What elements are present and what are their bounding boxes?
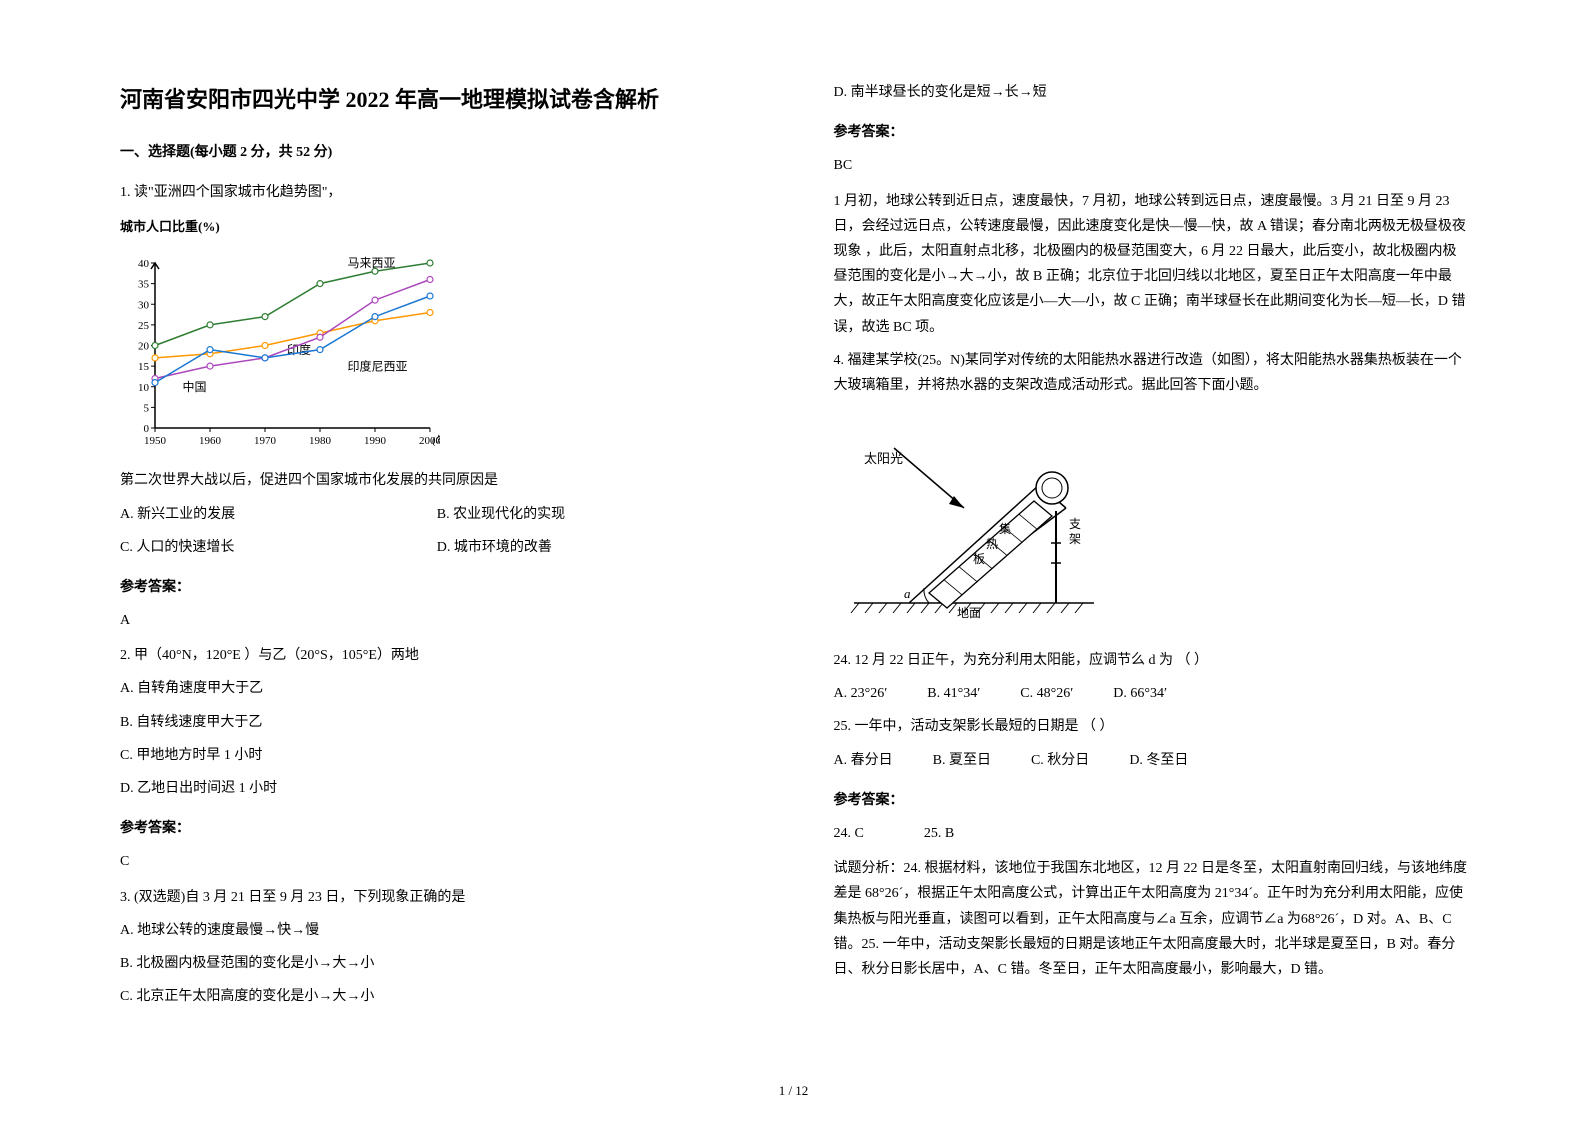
- q3-explanation: 1 月初，地球公转到近日点，速度最快，7 月初，地球公转到远日点，速度最慢。3 …: [834, 189, 1468, 340]
- svg-text:1950: 1950: [144, 435, 167, 447]
- svg-text:30: 30: [138, 300, 150, 312]
- q25-options: A. 春分日 B. 夏至日 C. 秋分日 D. 冬至日: [834, 748, 1468, 773]
- q3-answer-header: 参考答案：: [834, 120, 1468, 145]
- svg-text:40: 40: [138, 258, 150, 270]
- q2-answer-header: 参考答案：: [120, 816, 754, 841]
- svg-text:板: 板: [973, 552, 985, 566]
- q4-explanation: 试题分析：24. 根据材料，该地位于我国东北地区，12 月 22 日是冬至，太阳…: [834, 856, 1468, 982]
- svg-text:支: 支: [1069, 517, 1081, 531]
- q25-option-d: D. 冬至日: [1129, 748, 1188, 773]
- svg-text:集: 集: [999, 521, 1011, 536]
- q2-stem: 2. 甲（40°N，120°E ）与乙（20°S，105°E）两地: [120, 643, 754, 668]
- q4-answer25: 25. B: [924, 821, 954, 846]
- q3-option-c: C. 北京正午太阳高度的变化是小→大→小: [120, 984, 754, 1009]
- q24-stem: 24. 12 月 22 日正午，为充分利用太阳能，应调节么 d 为 （ ）: [834, 648, 1468, 673]
- svg-text:马来西亚: 马来西亚: [348, 256, 396, 270]
- section-header: 一、选择题(每小题 2 分，共 52 分): [120, 140, 754, 165]
- q4-answers: 24. C 25. B: [834, 821, 1468, 846]
- svg-text:地面: 地面: [956, 606, 980, 620]
- q1-option-a: A. 新兴工业的发展: [120, 502, 437, 527]
- q3-option-b: B. 北极圈内极昼范围的变化是小→大→小: [120, 951, 754, 976]
- q1-sub-stem: 第二次世界大战以后，促进四个国家城市化发展的共同原因是: [120, 468, 754, 493]
- q24-option-b: B. 41°34′: [927, 681, 980, 706]
- svg-text:5: 5: [144, 403, 150, 415]
- q1-answer-header: 参考答案：: [120, 575, 754, 600]
- svg-text:架: 架: [1069, 532, 1081, 546]
- q25-option-c: C. 秋分日: [1031, 748, 1089, 773]
- svg-text:0: 0: [144, 423, 150, 435]
- q24-option-a: A. 23°26′: [834, 681, 888, 706]
- svg-text:10: 10: [138, 382, 150, 394]
- svg-text:20: 20: [138, 341, 150, 353]
- q1-stem: 1. 读"亚洲四个国家城市化趋势图"，: [120, 180, 754, 205]
- q1-option-c: C. 人口的快速增长: [120, 535, 437, 560]
- chart-title: 城市人口比重(%): [120, 215, 754, 238]
- q25-stem: 25. 一年中，活动支架影长最短的日期是 （ ）: [834, 714, 1468, 739]
- chart-svg: 0510152025303540195019601970198019902000…: [120, 253, 440, 453]
- svg-text:中国: 中国: [183, 379, 207, 394]
- svg-text:1980: 1980: [309, 435, 332, 447]
- q2-option-b: B. 自转线速度甲大于乙: [120, 710, 754, 735]
- svg-text:1970: 1970: [254, 435, 277, 447]
- left-column: 河南省安阳市四光中学 2022 年高一地理模拟试卷含解析 一、选择题(每小题 2…: [100, 80, 794, 1082]
- page-title: 河南省安阳市四光中学 2022 年高一地理模拟试卷含解析: [120, 80, 754, 120]
- right-column: D. 南半球昼长的变化是短→长→短 参考答案： BC 1 月初，地球公转到近日点…: [794, 80, 1488, 1082]
- svg-text:25: 25: [138, 320, 150, 332]
- q24-option-c: C. 48°26′: [1020, 681, 1073, 706]
- svg-text:1990: 1990: [364, 435, 387, 447]
- svg-text:热: 热: [986, 537, 998, 551]
- q25-option-b: B. 夏至日: [933, 748, 991, 773]
- svg-text:a: a: [904, 586, 911, 601]
- q1-chart: 0510152025303540195019601970198019902000…: [120, 253, 440, 453]
- q1-option-d: D. 城市环境的改善: [437, 535, 754, 560]
- q2-option-d: D. 乙地日出时间迟 1 小时: [120, 776, 754, 801]
- svg-text:1960: 1960: [199, 435, 222, 447]
- q3-stem: 3. (双选题)自 3 月 21 日至 9 月 23 日，下列现象正确的是: [120, 885, 754, 910]
- diagram-svg: 地面 太阳光支架 集热板 a: [834, 413, 1114, 633]
- q4-answer-header: 参考答案：: [834, 788, 1468, 813]
- q1-option-b: B. 农业现代化的实现: [437, 502, 754, 527]
- q2-option-c: C. 甲地地方时早 1 小时: [120, 743, 754, 768]
- q1-options-row1: A. 新兴工业的发展 B. 农业现代化的实现: [120, 502, 754, 527]
- q1-options-row2: C. 人口的快速增长 D. 城市环境的改善: [120, 535, 754, 560]
- q24-option-d: D. 66°34′: [1113, 681, 1167, 706]
- svg-text:35: 35: [138, 279, 150, 291]
- page-number: 1 / 12: [779, 1079, 809, 1102]
- svg-text:印度尼西亚: 印度尼西亚: [348, 359, 408, 374]
- q1-answer: A: [120, 608, 754, 633]
- q4-diagram: 地面 太阳光支架 集热板 a: [834, 413, 1114, 633]
- q4-stem: 4. 福建某学校(25。N)某同学对传统的太阳能热水器进行改造（如图），将太阳能…: [834, 348, 1468, 398]
- q3-option-a: A. 地球公转的速度最慢→快→慢: [120, 918, 754, 943]
- q3-option-d: D. 南半球昼长的变化是短→长→短: [834, 80, 1468, 105]
- q4-answer24: 24. C: [834, 821, 864, 846]
- q3-answer: BC: [834, 153, 1468, 178]
- q25-option-a: A. 春分日: [834, 748, 893, 773]
- q24-options: A. 23°26′ B. 41°34′ C. 48°26′ D. 66°34′: [834, 681, 1468, 706]
- q2-answer: C: [120, 849, 754, 874]
- svg-text:(年): (年): [432, 433, 440, 447]
- q2-option-a: A. 自转角速度甲大于乙: [120, 676, 754, 701]
- svg-text:太阳光: 太阳光: [864, 451, 903, 466]
- svg-text:15: 15: [138, 361, 150, 373]
